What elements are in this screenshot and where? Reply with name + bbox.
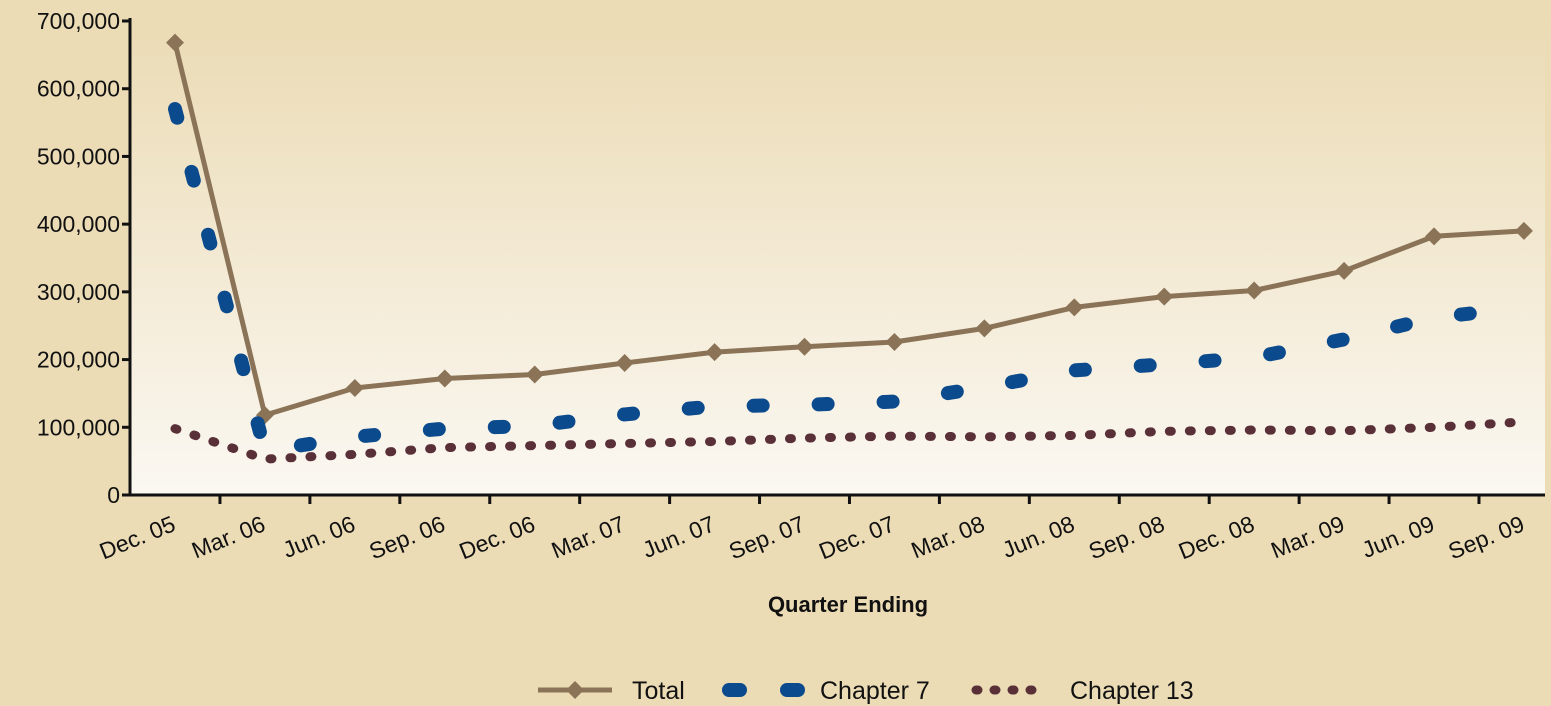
data-point-marker	[1335, 261, 1354, 280]
plot-area	[130, 18, 1545, 495]
data-point-marker	[795, 337, 814, 356]
data-point-marker	[1155, 287, 1174, 306]
y-tick-label: 300,000	[37, 279, 120, 305]
series-line	[170, 417, 1529, 464]
y-tick-label: 500,000	[37, 143, 120, 169]
series-chapter-13	[170, 417, 1529, 464]
series-line	[172, 42, 1525, 418]
legend-label-total: Total	[632, 677, 685, 705]
data-point-marker	[1425, 227, 1444, 246]
data-point-marker	[885, 332, 904, 351]
y-tick-label: 700,000	[37, 8, 120, 34]
series-layer	[166, 33, 1533, 464]
y-tick-label: 400,000	[37, 211, 120, 237]
y-tick-label: 100,000	[37, 414, 120, 440]
x-axis-title: Quarter Ending	[768, 592, 928, 617]
data-point-marker	[345, 379, 364, 398]
data-point-marker	[1065, 298, 1084, 317]
y-tick-label: 200,000	[37, 347, 120, 373]
y-tick-label: 600,000	[37, 76, 120, 102]
data-point-marker	[525, 365, 544, 384]
legend-total-marker	[566, 681, 584, 699]
legend-label-chapter-7: Chapter 7	[820, 677, 930, 705]
y-tick-label: 0	[107, 482, 120, 508]
data-point-marker	[975, 319, 994, 338]
legend-label-chapter-13: Chapter 13	[1070, 677, 1194, 705]
data-point-marker	[166, 33, 184, 52]
series-total	[166, 33, 1533, 425]
data-point-marker	[615, 353, 634, 372]
data-point-marker	[1514, 221, 1533, 240]
data-point-marker	[1245, 281, 1264, 300]
legend: Total Chapter 7 Chapter 13	[538, 677, 1194, 705]
data-point-marker	[435, 369, 454, 388]
data-point-marker	[705, 343, 724, 362]
